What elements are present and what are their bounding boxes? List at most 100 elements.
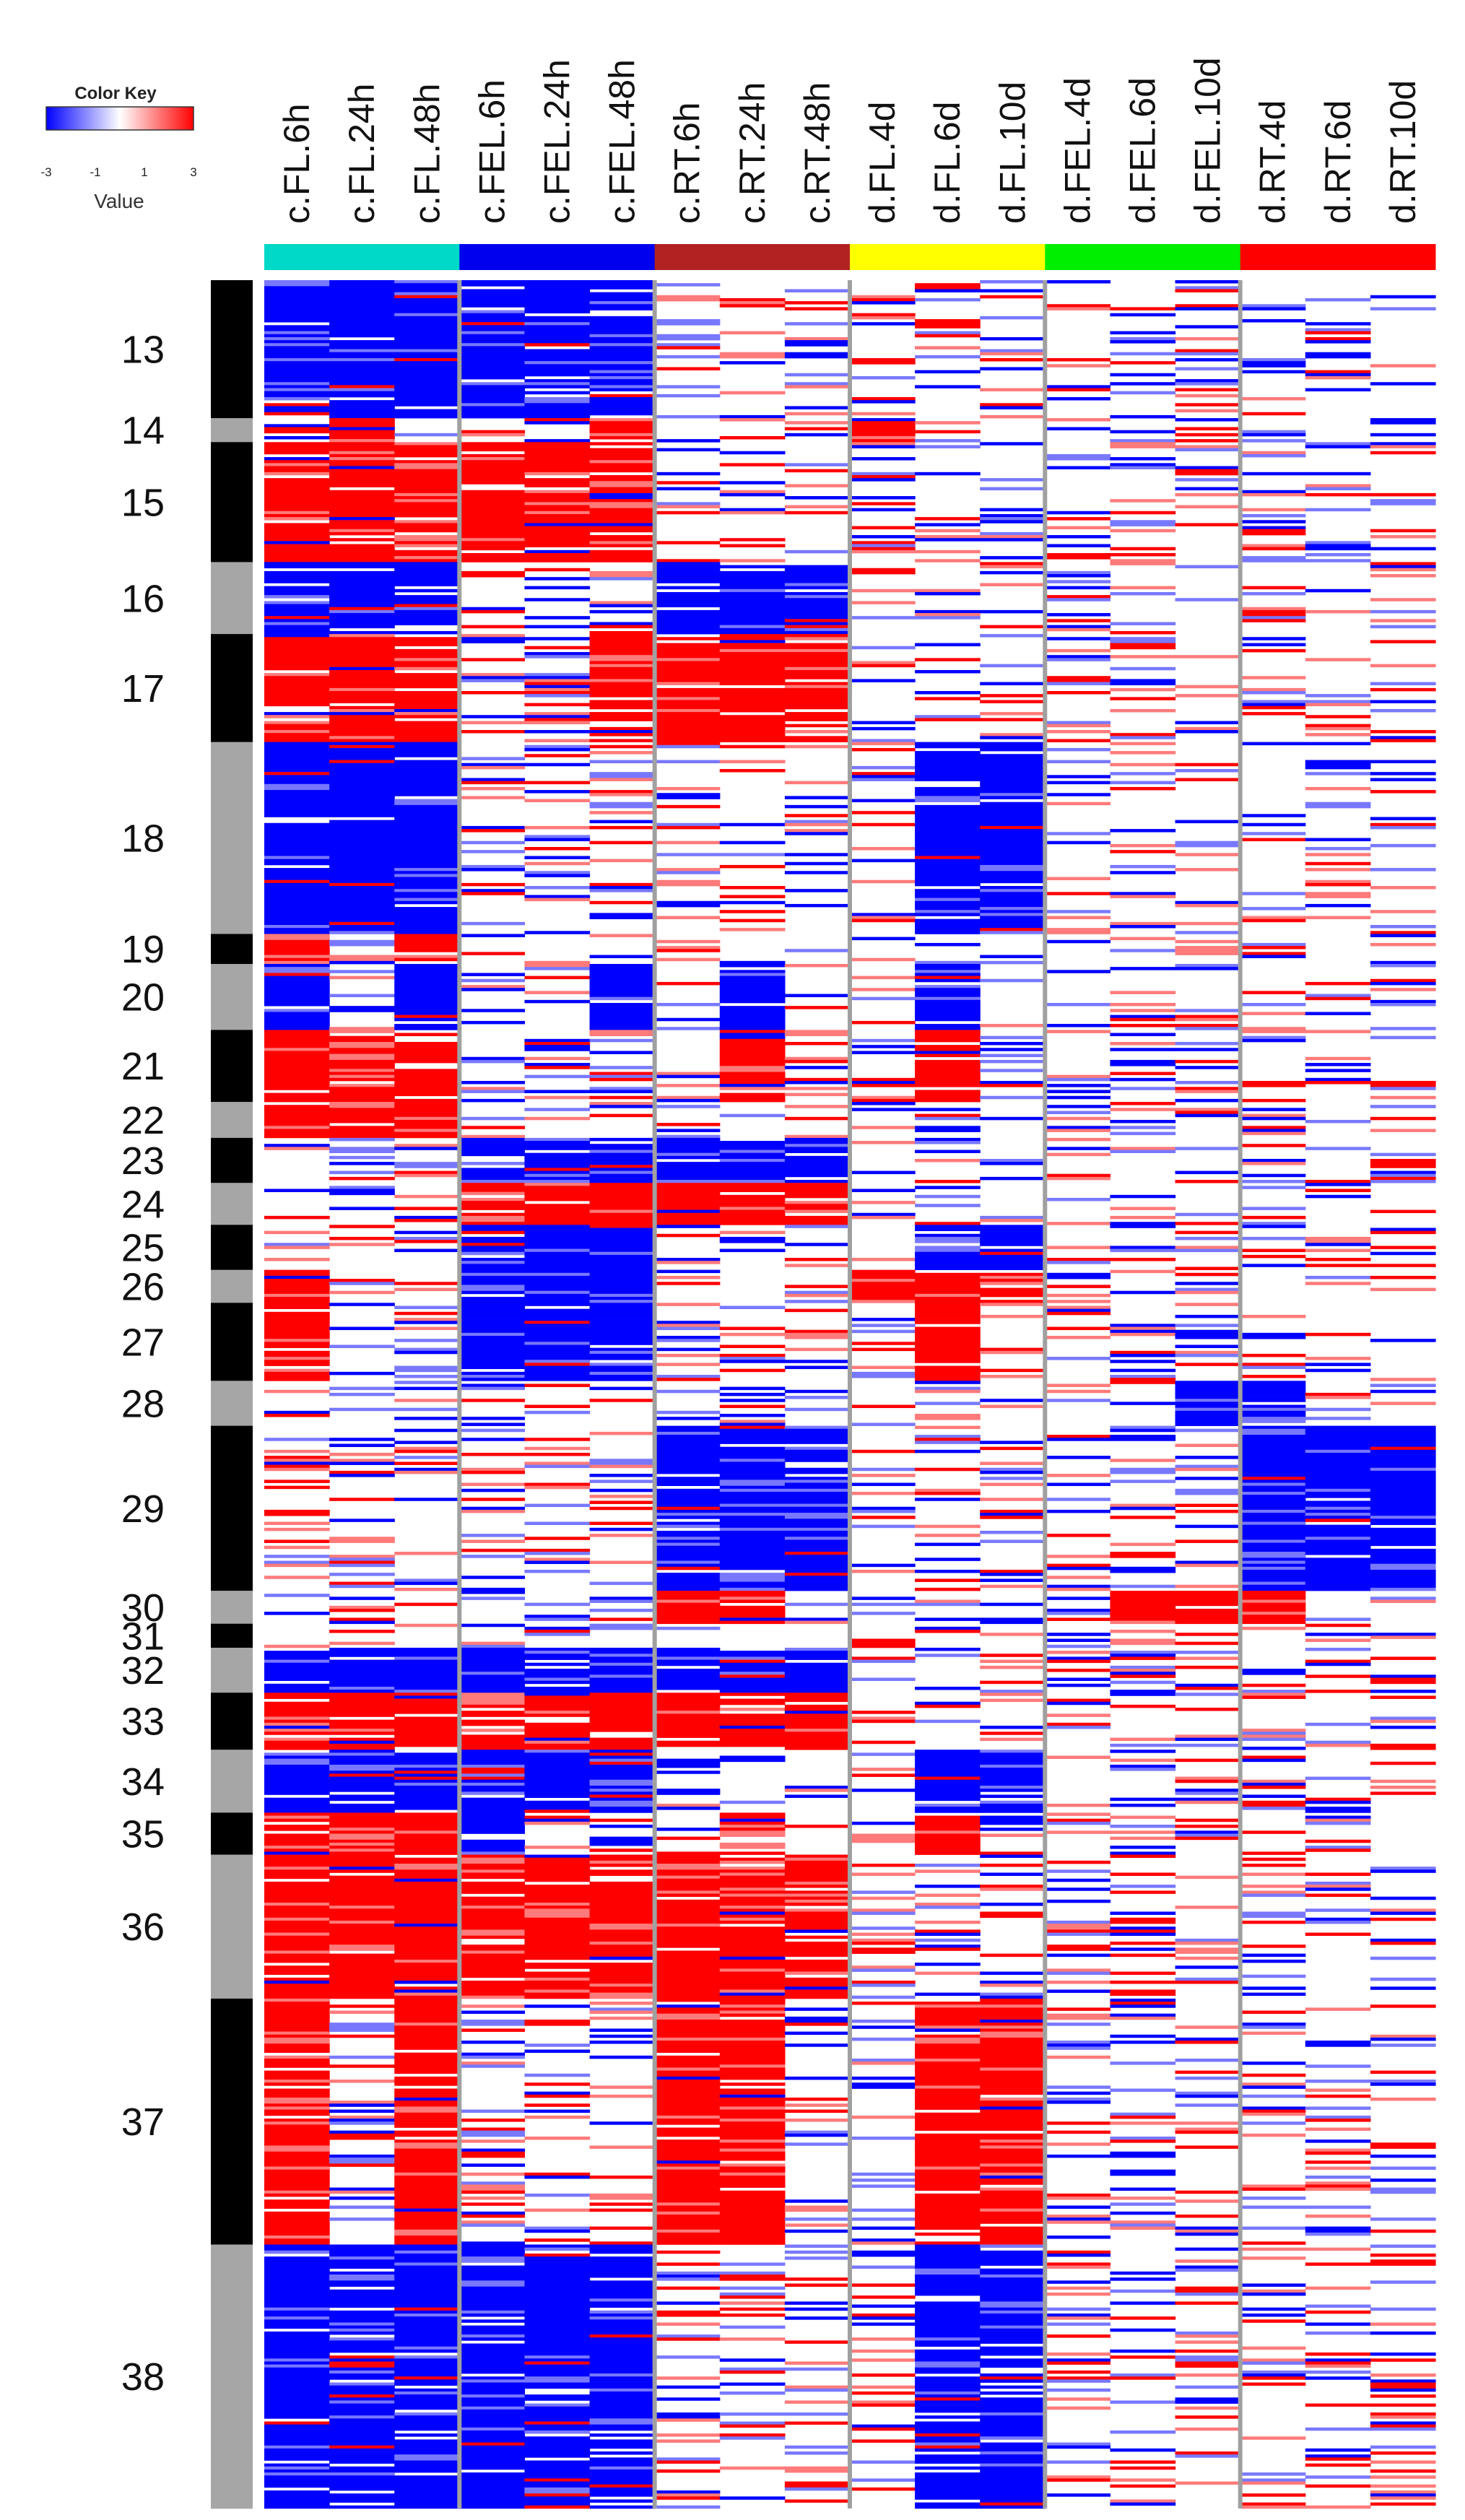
heatmap-cell xyxy=(264,1662,330,1667)
heatmap-cell xyxy=(329,1617,395,1621)
heatmap-cell xyxy=(524,799,591,803)
heatmap-cell xyxy=(264,1945,330,1948)
heatmap-cell xyxy=(784,1602,851,1607)
heatmap-cell xyxy=(980,634,1046,638)
heatmap-cell xyxy=(589,1275,656,1279)
heatmap-cell xyxy=(1370,1459,1436,1462)
heatmap-cell xyxy=(1045,1357,1111,1360)
heatmap-cell xyxy=(719,1209,786,1214)
heatmap-cell xyxy=(719,1425,786,1430)
heatmap-cell xyxy=(719,760,786,764)
heatmap-cell xyxy=(784,1953,851,1958)
heatmap-cell xyxy=(1240,916,1306,920)
heatmap-cell xyxy=(524,1197,591,1202)
heatmap-cell xyxy=(524,1791,591,1795)
heatmap-cell xyxy=(1175,1683,1241,1687)
heatmap-cell xyxy=(1370,609,1436,614)
heatmap-cell xyxy=(264,835,330,838)
heatmap-cell xyxy=(719,643,786,647)
heatmap-cell xyxy=(329,1074,395,1079)
heatmap-cell xyxy=(524,1743,591,1747)
heatmap-cell xyxy=(329,994,395,998)
heatmap-cell xyxy=(654,1209,721,1214)
heatmap-cell xyxy=(1110,1072,1176,1076)
heatmap-cell xyxy=(1045,1698,1111,1703)
heatmap-cell xyxy=(524,379,591,383)
heatmap-cell xyxy=(589,1887,656,1891)
heatmap-cell xyxy=(980,406,1046,409)
heatmap-cell xyxy=(394,1024,460,1027)
heatmap-cell xyxy=(329,1236,395,1241)
heatmap-cell xyxy=(394,1240,460,1243)
heatmap-cell xyxy=(1305,297,1371,302)
heatmap-cell xyxy=(264,1846,330,1849)
heatmap-cell xyxy=(394,946,460,950)
heatmap-cell xyxy=(719,1971,786,1976)
heatmap-cell xyxy=(719,1183,786,1186)
heatmap-cell xyxy=(654,1602,721,1607)
heatmap-cell xyxy=(264,1456,330,1459)
heatmap-cell xyxy=(1370,1521,1436,1526)
heatmap-cell xyxy=(394,999,460,1004)
heatmap-cell xyxy=(1305,1485,1371,1490)
heatmap-cell xyxy=(589,510,656,515)
heatmap-cell xyxy=(264,1279,330,1282)
heatmap-cell xyxy=(1175,1414,1241,1417)
heatmap-cell xyxy=(1305,1357,1371,1360)
heatmap-cell xyxy=(1370,778,1436,781)
heatmap-cell xyxy=(1110,1126,1176,1129)
heatmap-cell xyxy=(589,1431,656,1435)
heatmap-cell xyxy=(719,1360,786,1363)
heatmap-cell xyxy=(394,1173,460,1178)
heatmap-cell xyxy=(654,1428,721,1433)
heatmap-cell xyxy=(1240,1482,1306,1487)
heatmap-cell xyxy=(654,283,721,287)
heatmap-cell xyxy=(589,955,656,959)
heatmap-cell xyxy=(980,1885,1046,1888)
heatmap-cell xyxy=(654,1417,721,1420)
heatmap-cell xyxy=(329,1794,395,1798)
row-band-label: 15 xyxy=(121,481,165,524)
heatmap-cell xyxy=(1110,772,1176,775)
heatmap-cell xyxy=(980,801,1046,806)
heatmap-cell xyxy=(524,289,591,292)
heatmap-cell xyxy=(459,1896,526,1900)
heatmap-cell xyxy=(394,1375,460,1378)
heatmap-cell xyxy=(459,1150,526,1153)
heatmap-cell xyxy=(915,820,981,824)
heatmap-cell xyxy=(459,1116,526,1121)
heatmap-cell xyxy=(784,549,851,554)
heatmap-cell xyxy=(394,850,460,853)
heatmap-cell xyxy=(589,1698,656,1703)
heatmap-cell xyxy=(980,811,1046,814)
heatmap-cell xyxy=(719,361,786,365)
heatmap-cell xyxy=(264,595,330,599)
heatmap-cell xyxy=(1240,742,1306,746)
heatmap-cell xyxy=(459,1764,526,1768)
heatmap-cell xyxy=(264,1119,330,1124)
heatmap-cell xyxy=(524,385,591,388)
heatmap-cell xyxy=(1370,942,1436,947)
heatmap-cell xyxy=(264,1854,330,1859)
heatmap-cell xyxy=(329,1722,395,1726)
heatmap-cell xyxy=(719,607,786,611)
heatmap-cell xyxy=(1370,1485,1436,1490)
heatmap-cell xyxy=(784,1389,851,1394)
heatmap-cell xyxy=(1305,1491,1371,1495)
heatmap-cell xyxy=(394,1732,460,1735)
heatmap-cell xyxy=(264,1683,330,1687)
heatmap-cell xyxy=(1110,1815,1176,1820)
heatmap-cell xyxy=(1045,1095,1111,1100)
heatmap-cell xyxy=(589,1695,656,1699)
heatmap-cell xyxy=(589,361,656,365)
heatmap-cell xyxy=(264,490,330,494)
heatmap-cell xyxy=(459,1770,526,1774)
heatmap-cell xyxy=(1370,736,1436,739)
heatmap-cell xyxy=(1305,1189,1371,1192)
heatmap-cell xyxy=(329,529,395,533)
heatmap-cell xyxy=(915,1701,981,1706)
heatmap-cell xyxy=(264,1087,330,1090)
heatmap-cell xyxy=(589,1768,656,1771)
heatmap-cell xyxy=(850,1612,916,1615)
heatmap-cell xyxy=(654,1144,721,1147)
